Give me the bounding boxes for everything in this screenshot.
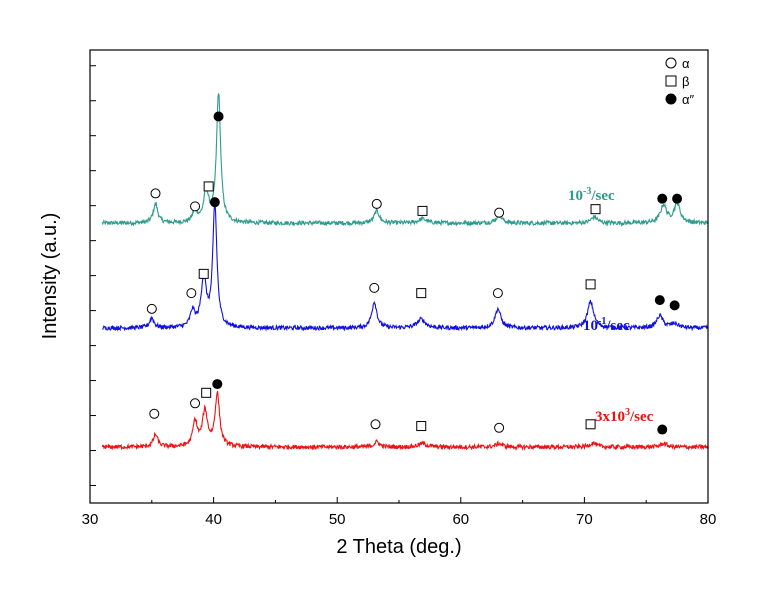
legend-label: α	[682, 56, 690, 71]
beta-marker	[417, 205, 428, 216]
x-tick-label: 30	[82, 511, 99, 528]
legend-beta-symbol	[665, 75, 677, 87]
series-layer	[101, 93, 709, 451]
alpha-marker	[371, 198, 382, 209]
alpha-double-prime-marker	[657, 193, 668, 204]
y-axis-label: Intensity (a.u.)	[39, 213, 61, 340]
plot-frame	[89, 49, 709, 504]
x-tick-label: 40	[205, 511, 222, 528]
legend-label: α″	[682, 92, 695, 107]
legend: αβ α″	[665, 56, 695, 107]
series-label: 10-3/sec	[568, 186, 615, 204]
alpha-marker	[150, 188, 161, 199]
alpha-double-prime-marker	[212, 379, 223, 390]
legend-label: β	[682, 74, 689, 89]
series-label-base: 10	[568, 188, 583, 204]
alpha-marker	[369, 282, 380, 293]
series-label-suffix: /sec	[590, 188, 615, 204]
beta-marker	[416, 288, 427, 299]
alpha-marker	[190, 201, 201, 212]
alpha-marker	[186, 288, 197, 299]
beta-marker	[585, 279, 596, 290]
alpha-marker	[494, 207, 505, 218]
alpha-marker	[492, 288, 503, 299]
alpha-marker	[146, 303, 157, 314]
series-line	[101, 93, 709, 228]
alpha-double-prime-marker	[657, 424, 668, 435]
alpha-marker	[370, 419, 381, 430]
legend-alpha-symbol	[665, 57, 677, 69]
beta-marker	[203, 181, 214, 192]
beta-marker	[416, 421, 427, 432]
beta-marker	[585, 419, 596, 430]
alpha-double-prime-marker	[672, 193, 683, 204]
series-label-base: 10	[583, 318, 598, 334]
x-tick-label: 80	[700, 511, 717, 528]
alpha-double-prime-marker	[669, 300, 680, 311]
x-tick-label: 50	[329, 511, 346, 528]
series-label-exponent: -3	[583, 186, 591, 197]
series-label-base: 3x10	[595, 409, 625, 425]
x-tick-label: 70	[576, 511, 593, 528]
series-label-suffix: /sec	[629, 409, 654, 425]
x-axis-ticks: 30 40 50 60 70 80	[82, 497, 717, 528]
beta-marker	[198, 268, 209, 279]
alpha-double-prime-marker	[654, 295, 665, 306]
alpha-marker	[190, 398, 201, 409]
beta-marker	[201, 387, 212, 398]
alpha-double-prime-marker	[209, 197, 220, 208]
series-label-exponent: 3	[625, 407, 630, 418]
series-label: 10-1/sec	[583, 316, 630, 334]
alpha-double-prime-marker	[213, 111, 224, 122]
beta-marker	[590, 204, 601, 215]
series-line	[101, 390, 709, 451]
alpha-marker	[494, 422, 505, 433]
x-axis-label: 2 Theta (deg.)	[336, 536, 461, 558]
series-label: 3x103/sec	[595, 407, 654, 425]
x-tick-label: 60	[452, 511, 469, 528]
y-axis-ticks	[90, 65, 96, 487]
legend-alpha-double-prime-symbol	[665, 93, 677, 105]
series-label-exponent: -1	[598, 316, 606, 327]
marker-layer	[146, 111, 683, 435]
series-label-suffix: /sec	[605, 318, 630, 334]
alpha-marker	[149, 408, 160, 419]
